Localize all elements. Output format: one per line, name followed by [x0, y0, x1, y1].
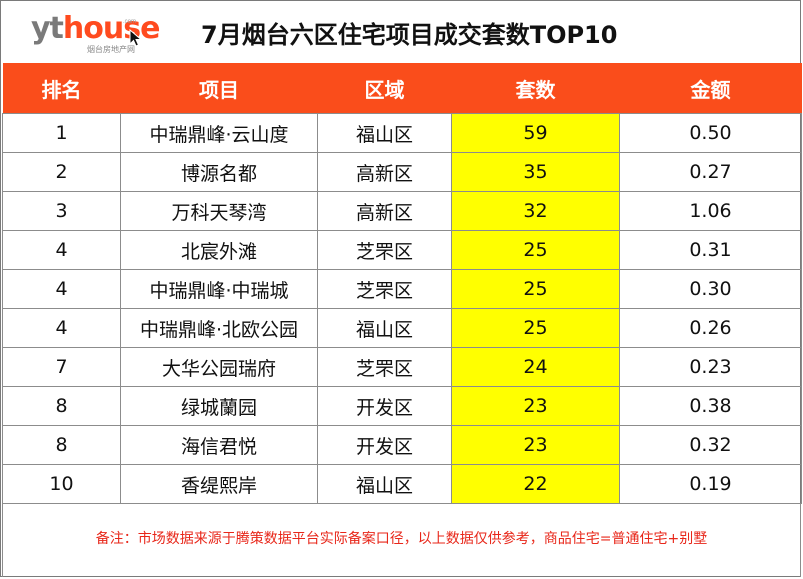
units-cell: 59 [451, 113, 620, 153]
amount-cell: 0.31 [619, 230, 802, 270]
project-cell: 北宸外滩 [120, 230, 318, 270]
project-cell: 绿城蘭园 [120, 386, 318, 426]
table-row: 4 北宸外滩 芝罘区 25 0.31 [2, 230, 802, 270]
column-header-project: 项目 [120, 63, 318, 114]
table-row: 4 中瑞鼎峰·中瑞城 芝罘区 25 0.30 [2, 269, 802, 309]
rank-cell: 8 [2, 386, 121, 426]
district-cell: 福山区 [317, 308, 452, 348]
project-cell: 博源名都 [120, 152, 318, 192]
note-container [2, 504, 801, 577]
units-cell: 25 [451, 269, 620, 309]
table-row: 10 香缇熙岸 福山区 22 0.19 [2, 464, 802, 504]
amount-cell: 0.32 [619, 425, 802, 465]
cursor-icon [129, 29, 143, 47]
column-header-amount: 金额 [619, 63, 802, 114]
district-cell: 福山区 [317, 113, 452, 153]
rank-cell: 8 [2, 425, 121, 465]
district-cell: 福山区 [317, 464, 452, 504]
rank-cell: 10 [2, 464, 121, 504]
units-cell: 23 [451, 386, 620, 426]
page-title: 7月烟台六区住宅项目成交套数TOP10 [201, 21, 618, 49]
units-cell: 25 [451, 308, 620, 348]
column-header-units: 套数 [451, 63, 620, 114]
ythouse-logo[interactable]: ythouse .com 烟台房地产网 [31, 11, 160, 55]
units-cell: 22 [451, 464, 620, 504]
amount-cell: 0.30 [619, 269, 802, 309]
district-cell: 芝罘区 [317, 347, 452, 387]
project-cell: 中瑞鼎峰·北欧公园 [120, 308, 318, 348]
table-row: 7 大华公园瑞府 芝罘区 24 0.23 [2, 347, 802, 387]
district-cell: 芝罘区 [317, 230, 452, 270]
column-header-district: 区域 [317, 63, 452, 114]
rank-cell: 4 [2, 230, 121, 270]
amount-cell: 0.50 [619, 113, 802, 153]
amount-cell: 0.19 [619, 464, 802, 504]
rank-cell: 3 [2, 191, 121, 231]
district-cell: 高新区 [317, 191, 452, 231]
district-cell: 开发区 [317, 425, 452, 465]
units-cell: 35 [451, 152, 620, 192]
logo-text-orange: house [62, 11, 161, 46]
rank-cell: 2 [2, 152, 121, 192]
project-cell: 大华公园瑞府 [120, 347, 318, 387]
rank-cell: 7 [2, 347, 121, 387]
project-cell: 中瑞鼎峰·云山度 [120, 113, 318, 153]
logo-subtitle: 烟台房地产网 [87, 45, 135, 54]
table-header-row: 排名 项目 区域 套数 金额 [2, 63, 802, 114]
rank-cell: 4 [2, 308, 121, 348]
rank-cell: 4 [2, 269, 121, 309]
project-cell: 万科天琴湾 [120, 191, 318, 231]
header: ythouse .com 烟台房地产网 7月烟台六区住宅项目成交套数TOP10 [1, 1, 802, 63]
district-cell: 芝罘区 [317, 269, 452, 309]
units-cell: 32 [451, 191, 620, 231]
amount-cell: 1.06 [619, 191, 802, 231]
footnote: 备注：市场数据来源于腾策数据平台实际备案口径，以上数据仅供参考，商品住宅=普通住… [95, 531, 708, 547]
amount-cell: 0.27 [619, 152, 802, 192]
table-row: 1 中瑞鼎峰·云山度 福山区 59 0.50 [2, 113, 802, 153]
table-row: 2 博源名都 高新区 35 0.27 [2, 152, 802, 192]
logo-text-gray: yt [31, 11, 64, 46]
logo-domain-suffix: .com [123, 19, 137, 25]
column-header-rank: 排名 [2, 63, 121, 114]
project-cell: 海信君悦 [120, 425, 318, 465]
ranking-table: 排名 项目 区域 套数 金额 1 中瑞鼎峰·云山度 福山区 59 0.50 2 … [2, 63, 802, 504]
amount-cell: 0.38 [619, 386, 802, 426]
units-cell: 23 [451, 425, 620, 465]
table-row: 8 海信君悦 开发区 23 0.32 [2, 425, 802, 465]
table-row: 3 万科天琴湾 高新区 32 1.06 [2, 191, 802, 231]
rank-cell: 1 [2, 113, 121, 153]
district-cell: 高新区 [317, 152, 452, 192]
amount-cell: 0.26 [619, 308, 802, 348]
units-cell: 25 [451, 230, 620, 270]
project-cell: 中瑞鼎峰·中瑞城 [120, 269, 318, 309]
table-row: 4 中瑞鼎峰·北欧公园 福山区 25 0.26 [2, 308, 802, 348]
district-cell: 开发区 [317, 386, 452, 426]
units-cell: 24 [451, 347, 620, 387]
table-row: 8 绿城蘭园 开发区 23 0.38 [2, 386, 802, 426]
amount-cell: 0.23 [619, 347, 802, 387]
project-cell: 香缇熙岸 [120, 464, 318, 504]
logo-wordmark: ythouse [31, 11, 161, 47]
